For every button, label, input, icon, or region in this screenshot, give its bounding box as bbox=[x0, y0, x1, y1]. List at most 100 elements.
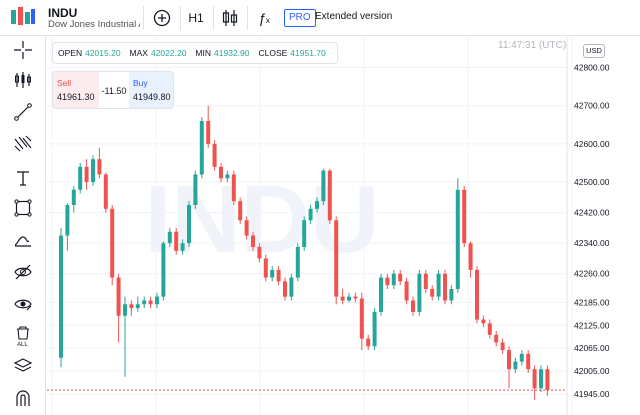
candle-body bbox=[91, 159, 95, 183]
magnet-tool[interactable] bbox=[11, 386, 35, 410]
candle-body bbox=[180, 243, 185, 251]
candle-body bbox=[231, 174, 236, 202]
candle-body bbox=[65, 205, 70, 236]
candle-body bbox=[251, 235, 255, 247]
rectangle-tool[interactable] bbox=[11, 196, 35, 220]
currency-badge[interactable]: USD bbox=[583, 44, 605, 58]
fib-icon bbox=[14, 135, 32, 152]
candle-body bbox=[366, 338, 371, 347]
candle-body bbox=[225, 174, 230, 179]
candle-body bbox=[321, 170, 326, 202]
hide-drawings-tool[interactable] bbox=[11, 260, 35, 284]
max-label: MAX bbox=[129, 48, 148, 58]
candle-body bbox=[142, 300, 147, 305]
candle-body bbox=[174, 231, 179, 251]
crosshair-tool[interactable] bbox=[11, 38, 35, 62]
candle-body bbox=[244, 220, 249, 236]
candle-body bbox=[129, 304, 134, 309]
candle-body bbox=[327, 170, 332, 221]
visibility-tool[interactable] bbox=[11, 292, 35, 316]
compare-symbol-button[interactable] bbox=[150, 7, 174, 29]
toolbar-divider bbox=[180, 6, 181, 30]
min-value: 41932.90 bbox=[214, 48, 250, 58]
symbol-watermark: INDU bbox=[145, 166, 380, 273]
candle-body bbox=[347, 296, 351, 301]
buy-button[interactable]: Buy 41949.80 bbox=[129, 72, 173, 108]
layers-icon bbox=[13, 358, 33, 372]
eye-icon bbox=[14, 299, 32, 311]
toolbar-divider bbox=[213, 6, 214, 30]
left-toolbar: ALL bbox=[0, 36, 46, 415]
trend-line-tool[interactable] bbox=[11, 100, 35, 124]
candle-body bbox=[283, 281, 287, 297]
candle-body bbox=[110, 208, 115, 278]
symbol-description: Dow Jones Industrial Average bbox=[48, 19, 140, 30]
candle-body bbox=[481, 319, 486, 324]
crosshair-icon bbox=[14, 41, 32, 59]
candle-body bbox=[398, 273, 403, 282]
ohlc-legend: OPEN 42015.20 MAX 42022.20 MIN 41932.90 … bbox=[52, 42, 338, 64]
candle-body bbox=[411, 300, 415, 312]
rectangle-icon bbox=[14, 199, 32, 217]
magnet-icon bbox=[16, 390, 30, 406]
candle-body bbox=[289, 277, 294, 297]
candle-body bbox=[135, 304, 140, 309]
candle-body bbox=[78, 166, 83, 190]
interval-button[interactable]: H1 bbox=[188, 11, 204, 25]
candle-body bbox=[263, 258, 268, 278]
delete-all-tool[interactable]: ALL bbox=[11, 324, 35, 348]
candle-body bbox=[219, 166, 223, 179]
fib-tool[interactable] bbox=[11, 132, 35, 156]
candle-body bbox=[372, 311, 377, 347]
candles-icon bbox=[222, 10, 238, 26]
top-toolbar: INDU Dow Jones Industrial Average H1 ƒx … bbox=[0, 0, 640, 36]
candle-body bbox=[97, 159, 102, 175]
chart-type-button[interactable] bbox=[219, 7, 241, 29]
candle-body bbox=[500, 342, 505, 351]
price-tick-label: 42185.00 bbox=[574, 297, 610, 307]
symbol-name[interactable]: INDU bbox=[48, 6, 78, 20]
layers-tool[interactable] bbox=[11, 354, 35, 378]
candle-body bbox=[155, 296, 159, 305]
add-circle-icon bbox=[153, 9, 171, 27]
pro-badge[interactable]: PRO bbox=[284, 9, 316, 27]
candle-body bbox=[526, 353, 531, 370]
sell-button[interactable]: Sell 41961.30 bbox=[53, 72, 99, 108]
candle-body bbox=[206, 121, 211, 144]
candle-body bbox=[487, 323, 492, 335]
candle-body bbox=[449, 289, 454, 301]
indicators-tool[interactable] bbox=[11, 68, 35, 92]
buy-label: Buy bbox=[133, 78, 148, 88]
candle-body bbox=[475, 269, 479, 320]
brush-icon bbox=[14, 236, 31, 247]
candle-body bbox=[468, 243, 473, 270]
candle-body bbox=[59, 235, 63, 358]
indicators-button[interactable]: ƒx bbox=[253, 7, 275, 29]
candle-body bbox=[276, 269, 281, 282]
candle-body bbox=[455, 189, 460, 289]
brush-tool[interactable] bbox=[11, 228, 35, 252]
clock-time: 11:47:31 (UTC) bbox=[498, 40, 567, 51]
candle-body bbox=[513, 361, 518, 370]
candle-body bbox=[443, 273, 447, 301]
candle-body bbox=[308, 208, 313, 221]
text-tool[interactable] bbox=[11, 166, 35, 190]
candle-body bbox=[539, 369, 543, 389]
price-tick-label: 42260.00 bbox=[574, 269, 610, 279]
candle-body bbox=[385, 277, 390, 286]
extended-version-link[interactable]: Extended version bbox=[315, 11, 393, 22]
candle-body bbox=[532, 369, 537, 389]
close-label: CLOSE bbox=[258, 48, 288, 58]
open-label: OPEN bbox=[58, 48, 83, 58]
candle-body bbox=[187, 205, 191, 244]
candle-body bbox=[436, 273, 441, 297]
function-icon: ƒx bbox=[258, 10, 270, 26]
candle-body bbox=[161, 243, 166, 297]
delete-all-icon: ALL bbox=[17, 326, 29, 347]
spread-value: -11.50 bbox=[101, 86, 127, 96]
candle-body bbox=[353, 296, 358, 299]
candle-body bbox=[519, 353, 524, 362]
candle-body bbox=[359, 298, 364, 339]
candle-body bbox=[84, 166, 89, 183]
